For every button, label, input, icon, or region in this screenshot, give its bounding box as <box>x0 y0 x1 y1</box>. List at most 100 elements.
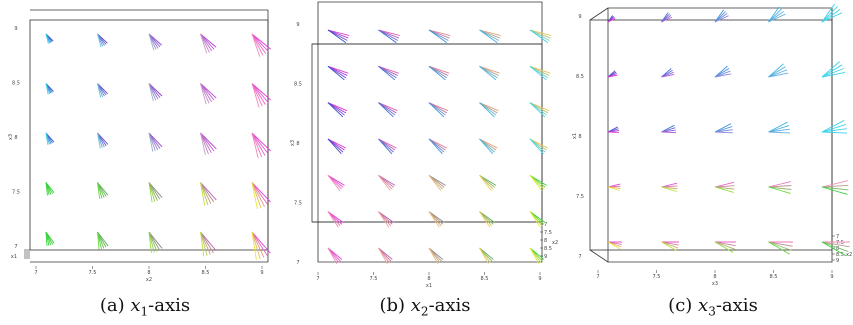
panel-a-glyph <box>201 84 217 105</box>
panel-c-glyph-stroke <box>769 64 784 77</box>
panel-b-glyph <box>328 66 348 80</box>
panel-c-glyph <box>769 242 794 254</box>
panel-c-glyph <box>662 125 676 132</box>
panel-b-glyph <box>530 139 548 154</box>
panel-c-y-tick-label: 8.5 <box>576 74 584 80</box>
panel-a-glyph <box>149 34 162 50</box>
panel-a-glyph <box>201 232 217 256</box>
panel-b-glyph <box>379 103 398 117</box>
panel-b-x-tick-label: 8 <box>427 276 430 282</box>
panel-c-depth-axis-label: x2 <box>846 252 852 258</box>
panel-b-glyph <box>379 175 396 190</box>
panel-a-x-tick-label: 9 <box>260 270 263 276</box>
panel-c-glyph-stroke <box>822 132 847 133</box>
panel-b-glyph <box>429 103 448 117</box>
panel-c-x-tick-label: 8.5 <box>770 274 778 280</box>
panel-b-glyph <box>429 66 449 80</box>
caption-a: (a) x1-axis <box>50 293 240 319</box>
panel-b-glyph <box>379 212 394 228</box>
panel-c-y-tick-label: 9 <box>578 14 581 20</box>
panel-c-glyph <box>769 182 792 194</box>
panel-a-depth-axis-label: x1 <box>11 254 17 260</box>
panel-b-glyph <box>530 175 547 190</box>
panel-a-glyph-stroke <box>252 84 262 107</box>
panel-b-depth-tick-label: 8 <box>544 238 547 244</box>
panel-c-glyph <box>715 124 733 133</box>
panel-a-glyph <box>98 232 109 249</box>
panel-b-glyph <box>379 66 399 80</box>
panel-b-x-axis-label: x1 <box>426 283 432 289</box>
caption-c: (c) x3-axis <box>618 293 808 319</box>
panel-c-x-tick-label: 7.5 <box>653 274 661 280</box>
panel-a-glyph <box>46 133 54 145</box>
panel-c-frame-back <box>608 8 832 262</box>
panel-a-glyph <box>46 232 54 246</box>
caption-c-var: x <box>698 295 708 316</box>
panel-c-glyph <box>822 181 848 195</box>
panel-c-glyph <box>769 122 790 133</box>
panel-b-x-tick-label: 8.5 <box>481 276 489 282</box>
panel-b-y-tick-label: 9 <box>296 22 299 28</box>
caption-a-var: x <box>130 295 140 316</box>
panel-b-glyph <box>379 30 400 43</box>
panel-c-glyph <box>662 68 675 77</box>
panel-a-glyph <box>201 183 217 206</box>
panel-a-glyph <box>46 183 54 196</box>
caption-a-label: (a) <box>100 295 125 316</box>
panel-c-glyph-stroke <box>662 132 676 133</box>
panel-a-y-tick-label: 9 <box>14 26 17 32</box>
panel-c-frame-edge-tl <box>590 8 608 20</box>
panel-b-glyph <box>480 30 501 43</box>
panel-c-glyph <box>662 13 672 22</box>
caption-c-suffix: -axis <box>716 295 758 316</box>
panel-c-y-tick-label: 7.5 <box>576 194 584 200</box>
caption-b: (b) x2-axis <box>330 293 520 319</box>
panel-a-glyph-stroke <box>252 34 268 52</box>
panel-b-depth-tick-label: 7 <box>544 222 547 228</box>
caption-b-var: x <box>411 295 421 316</box>
panel-a-glyph <box>149 133 162 152</box>
panel-a-glyph <box>46 84 54 95</box>
panel-b-glyph <box>429 248 443 264</box>
panel-c-x-tick-label: 9 <box>830 274 833 280</box>
panel-c-glyph <box>662 183 678 191</box>
panel-b-glyph <box>480 66 500 80</box>
panel-c-glyph <box>822 120 847 133</box>
panel-a-glyph <box>98 133 108 148</box>
panel-b-x-tick-label: 7.5 <box>370 276 378 282</box>
panel-c-glyph-stroke <box>769 11 784 22</box>
panel-b-y-tick-label: 7.5 <box>294 201 302 207</box>
caption-b-label: (b) <box>379 295 405 316</box>
panel-b-y-tick-label: 7 <box>296 260 299 266</box>
panel-c-glyph-stroke <box>715 132 733 133</box>
panel-b-x-tick-label: 9 <box>538 276 541 282</box>
panel-b-glyph <box>328 103 347 117</box>
panel-b-glyph <box>530 103 549 117</box>
panel-b-depth-tick-label: 8.5 <box>544 246 552 252</box>
panel-a-glyph <box>201 34 217 54</box>
panel-c-glyph <box>608 242 622 249</box>
panel-c-glyph <box>822 62 845 77</box>
panel-b-glyph <box>328 139 346 154</box>
panel-c-glyph <box>608 71 617 77</box>
panel-a-y-axis-label: x3 <box>8 134 14 140</box>
panel-c-glyph <box>608 127 619 133</box>
panel-a-glyph <box>149 84 162 101</box>
caption-c-label: (c) <box>668 295 692 316</box>
panel-c-glyph <box>715 242 736 253</box>
panel-b-glyph <box>530 212 545 228</box>
panel-b-frame-outer <box>318 2 542 262</box>
panel-b-depth-tick-label: 7.5 <box>544 230 552 236</box>
panel-b-glyph <box>530 66 550 80</box>
panel-a-glyph <box>98 84 108 98</box>
panel-b-glyph <box>480 248 494 264</box>
panel-a-glyph <box>46 34 53 44</box>
panel-a-x-tick-label: 7.5 <box>89 270 97 276</box>
panel-c-x-tick-label: 8 <box>713 274 716 280</box>
panel-c-depth-tick-label: 9 <box>836 258 839 264</box>
